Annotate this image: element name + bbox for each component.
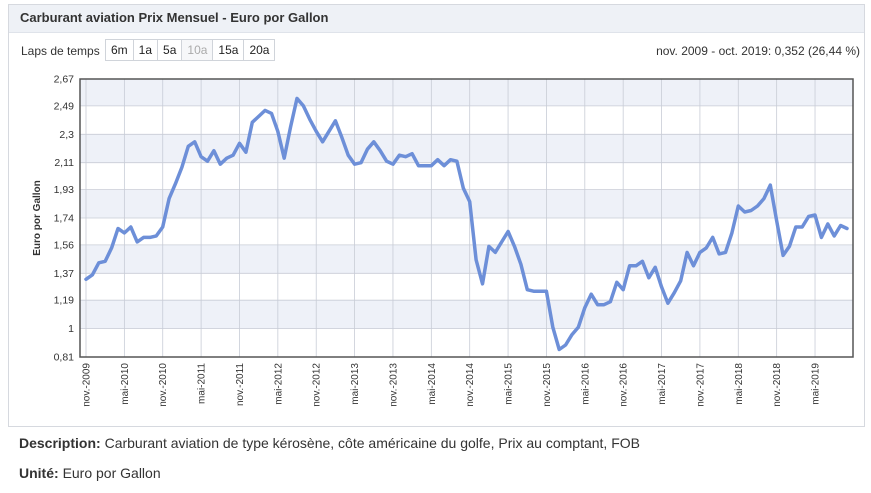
chart-title: Carburant aviation Prix Mensuel - Euro p… <box>20 10 329 25</box>
plot-frame <box>79 78 854 358</box>
x-tick-label: mai-2016 <box>580 363 591 405</box>
range-button-5a[interactable]: 5a <box>157 39 183 61</box>
y-tick-label: 2,3 <box>59 129 74 141</box>
unit-text: Euro por Gallon <box>62 465 161 481</box>
y-axis-ticks: 0,81 1 1,19 1,37 1,56 1,74 1,93 2,11 2,3 2,49 2,67 <box>54 74 75 364</box>
x-tick-label: nov.-2014 <box>465 363 476 407</box>
y-axis-label: Euro por Gallon <box>32 180 43 256</box>
x-tick-label: mai-2017 <box>657 363 668 405</box>
y-tick-label: 1,93 <box>54 184 75 196</box>
y-tick-label: 2,67 <box>54 74 75 86</box>
range-button-10a: 10a <box>181 39 214 61</box>
period-summary: nov. 2009 - oct. 2019: 0,352 (26,44 %) <box>656 44 860 58</box>
y-tick-label: 2,11 <box>54 157 74 169</box>
x-tick-label: nov.-2018 <box>772 363 783 407</box>
range-selector: 6m 1a 5a 10a 15a 20a <box>105 39 276 61</box>
x-tick-label: mai-2015 <box>504 363 515 405</box>
y-tick-label: 1,19 <box>54 295 75 307</box>
plot-band <box>80 244 853 274</box>
x-tick-label: mai-2013 <box>350 363 361 405</box>
x-tick-label: mai-2014 <box>427 363 438 405</box>
range-button-1a[interactable]: 1a <box>132 39 159 61</box>
x-tick-label: nov.-2011 <box>235 363 246 406</box>
x-tick-label: nov.-2012 <box>312 363 323 407</box>
x-tick-label: mai-2010 <box>120 363 131 405</box>
x-tick-label: nov.-2015 <box>542 363 553 407</box>
plot-band <box>80 300 853 329</box>
plot-bands <box>80 79 853 329</box>
y-tick-label: 1 <box>68 323 74 335</box>
line-chart: 0,81 1 1,19 1,37 1,56 1,74 1,93 2,11 2,3 2,49 2,67… <box>32 74 854 407</box>
range-button-15a[interactable]: 15a <box>212 39 245 61</box>
series-line <box>84 96 849 352</box>
description-label: Description: <box>19 435 101 451</box>
description-text: Carburant aviation de type kérosène, côt… <box>104 435 640 451</box>
description: Description: Carburant aviation de type … <box>19 435 640 451</box>
unit: Unité: Euro por Gallon <box>19 465 161 481</box>
title-bar: Carburant aviation Prix Mensuel - Euro p… <box>9 5 864 33</box>
x-tick-label: mai-2011 <box>197 363 208 404</box>
x-tick-label: nov.-2010 <box>158 363 169 407</box>
y-tick-label: 1,56 <box>54 239 75 251</box>
x-tick-label: mai-2018 <box>734 363 745 405</box>
x-tick-label: nov.-2017 <box>695 363 706 407</box>
x-tick-label: mai-2019 <box>811 363 822 405</box>
x-tick-label: nov.-2009 <box>82 363 93 407</box>
x-tick-label: nov.-2013 <box>388 363 399 407</box>
range-button-20a[interactable]: 20a <box>243 39 276 61</box>
x-tick-label: nov.-2016 <box>619 363 630 407</box>
plot-band <box>80 79 853 106</box>
x-axis-ticks: nov.-2009 mai-2010 nov.-2010 mai-2011 nov.-2… <box>82 363 822 407</box>
y-tick-label: 1,74 <box>54 213 75 225</box>
chart-panel: Carburant aviation Prix Mensuel - Euro p… <box>8 4 865 427</box>
y-tick-label: 2,49 <box>54 100 75 112</box>
x-tick-label: mai-2012 <box>273 363 284 405</box>
y-tick-label: 0,81 <box>54 352 75 364</box>
unit-label: Unité: <box>19 465 59 481</box>
range-button-6m[interactable]: 6m <box>105 39 134 61</box>
y-tick-label: 1,37 <box>54 268 75 280</box>
range-selector-label: Laps de temps <box>21 44 100 58</box>
